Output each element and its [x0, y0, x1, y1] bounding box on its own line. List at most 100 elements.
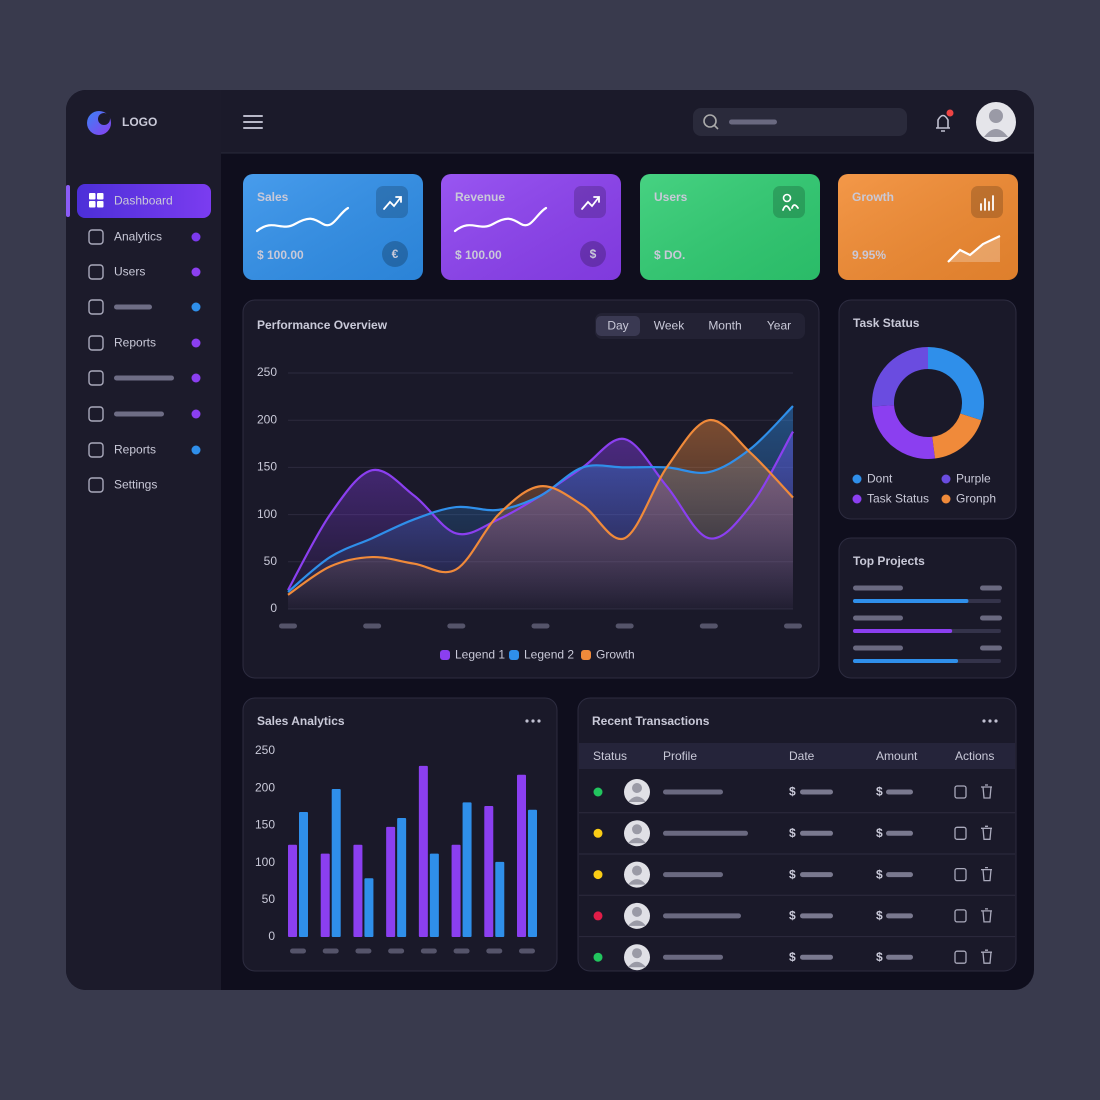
- table-header-cell: Amount: [876, 749, 918, 763]
- nav-item-active[interactable]: [77, 184, 211, 218]
- more-icon: [531, 719, 535, 723]
- delete-icon[interactable]: [981, 908, 992, 923]
- placeholder-bar: [980, 585, 1002, 591]
- nav-icon[interactable]: [88, 370, 104, 386]
- progress-bar: [853, 599, 969, 603]
- placeholder-bar: [663, 789, 723, 795]
- nav-dot: [191, 373, 201, 383]
- placeholder-bar: [699, 623, 718, 629]
- profile-avatar-head: [632, 824, 642, 835]
- placeholder-bar: [800, 789, 833, 795]
- tab[interactable]: Year: [767, 319, 791, 333]
- legend-dot: [852, 494, 862, 504]
- profile-avatar-head: [632, 948, 642, 959]
- legend-label: Legend 2: [524, 648, 574, 662]
- more-icon: [994, 719, 998, 723]
- nav-icon[interactable]: [88, 335, 104, 351]
- placeholder-bar: [800, 913, 833, 919]
- nav-icon[interactable]: [88, 229, 104, 245]
- more-icon: [982, 719, 986, 723]
- cell-date: $: [789, 785, 796, 799]
- card-title: Growth: [852, 190, 894, 204]
- nav-icon[interactable]: [88, 264, 104, 280]
- nav-label[interactable]: Reports: [114, 443, 156, 457]
- legend-label: Dont: [867, 472, 893, 486]
- card-icon-box: [574, 186, 606, 218]
- tab[interactable]: Month: [708, 319, 741, 333]
- tab[interactable]: Day: [607, 319, 628, 333]
- nav-label[interactable]: Dashboard: [114, 194, 173, 208]
- nav-icon: [89, 193, 96, 200]
- card-sparkline: [453, 206, 548, 233]
- donut-segment: [927, 347, 984, 421]
- status-dot: [593, 952, 603, 962]
- y-tick-label: 50: [262, 892, 276, 906]
- placeholder-bar: [853, 585, 903, 591]
- nav-label[interactable]: Users: [114, 265, 145, 279]
- edit-icon[interactable]: [954, 950, 967, 964]
- bar: [299, 812, 308, 937]
- y-tick-label: 250: [255, 743, 275, 757]
- panel: [838, 299, 1017, 520]
- nav-icon[interactable]: [88, 442, 104, 458]
- status-dot: [593, 870, 603, 880]
- sidebar: [66, 90, 221, 990]
- placeholder-bar: [531, 623, 550, 629]
- sidebar-edge: [200, 90, 221, 990]
- search-icon: [703, 114, 717, 128]
- tab[interactable]: Week: [654, 319, 685, 333]
- status-dot: [593, 787, 603, 797]
- legend-dot: [941, 494, 951, 504]
- card-icon-box: [376, 186, 408, 218]
- nav-label[interactable]: Analytics: [114, 230, 162, 244]
- nav-icon[interactable]: [88, 477, 104, 493]
- placeholder-bar: [729, 119, 777, 125]
- placeholder-bar: [980, 645, 1002, 651]
- placeholder-bar: [486, 948, 503, 954]
- legend-label: Growth: [596, 648, 635, 662]
- edit-icon[interactable]: [954, 826, 967, 840]
- table-header-cell: Status: [593, 749, 627, 763]
- card-value: $ 100.00: [257, 248, 304, 262]
- placeholder-bar: [663, 913, 741, 919]
- card-value: $ DO.: [654, 248, 685, 262]
- delete-icon[interactable]: [981, 784, 992, 799]
- nav-label[interactable]: Settings: [114, 478, 157, 492]
- card-icon: [980, 195, 994, 211]
- card-sparkline: [947, 235, 1001, 263]
- placeholder-bar: [853, 615, 903, 621]
- card-value: 9.95%: [852, 248, 886, 262]
- nav-dot: [191, 267, 201, 277]
- bar: [495, 861, 505, 937]
- line: [287, 419, 794, 596]
- edit-icon[interactable]: [954, 785, 967, 799]
- delete-icon[interactable]: [981, 866, 992, 882]
- logo-text: LOGO: [122, 115, 157, 129]
- card-icon: [383, 196, 402, 210]
- nav-label[interactable]: Reports: [114, 336, 156, 350]
- nav-icon: [97, 201, 104, 208]
- card-gloss: [441, 174, 621, 280]
- delete-icon[interactable]: [981, 949, 992, 964]
- panel-title: Recent Transactions: [592, 714, 710, 728]
- nav-icon[interactable]: [88, 406, 104, 422]
- y-tick-label: 100: [255, 855, 275, 869]
- profile-avatar-body: [628, 920, 646, 926]
- delete-icon[interactable]: [981, 825, 992, 840]
- legend-label: Purple: [956, 472, 991, 486]
- y-tick-label: 200: [257, 412, 277, 426]
- bar: [528, 809, 537, 937]
- edit-icon[interactable]: [954, 909, 967, 923]
- bar: [386, 826, 396, 937]
- bar: [517, 774, 526, 937]
- placeholder-bar: [980, 615, 1002, 621]
- profile-avatar-body: [628, 961, 646, 968]
- edit-icon[interactable]: [954, 867, 967, 882]
- search-box[interactable]: [693, 108, 907, 136]
- nav-icon[interactable]: [88, 299, 104, 315]
- logo-icon-cut: [98, 113, 110, 125]
- bell-icon[interactable]: [936, 114, 950, 132]
- cell-amount: $: [876, 950, 883, 964]
- placeholder-bar: [279, 623, 297, 629]
